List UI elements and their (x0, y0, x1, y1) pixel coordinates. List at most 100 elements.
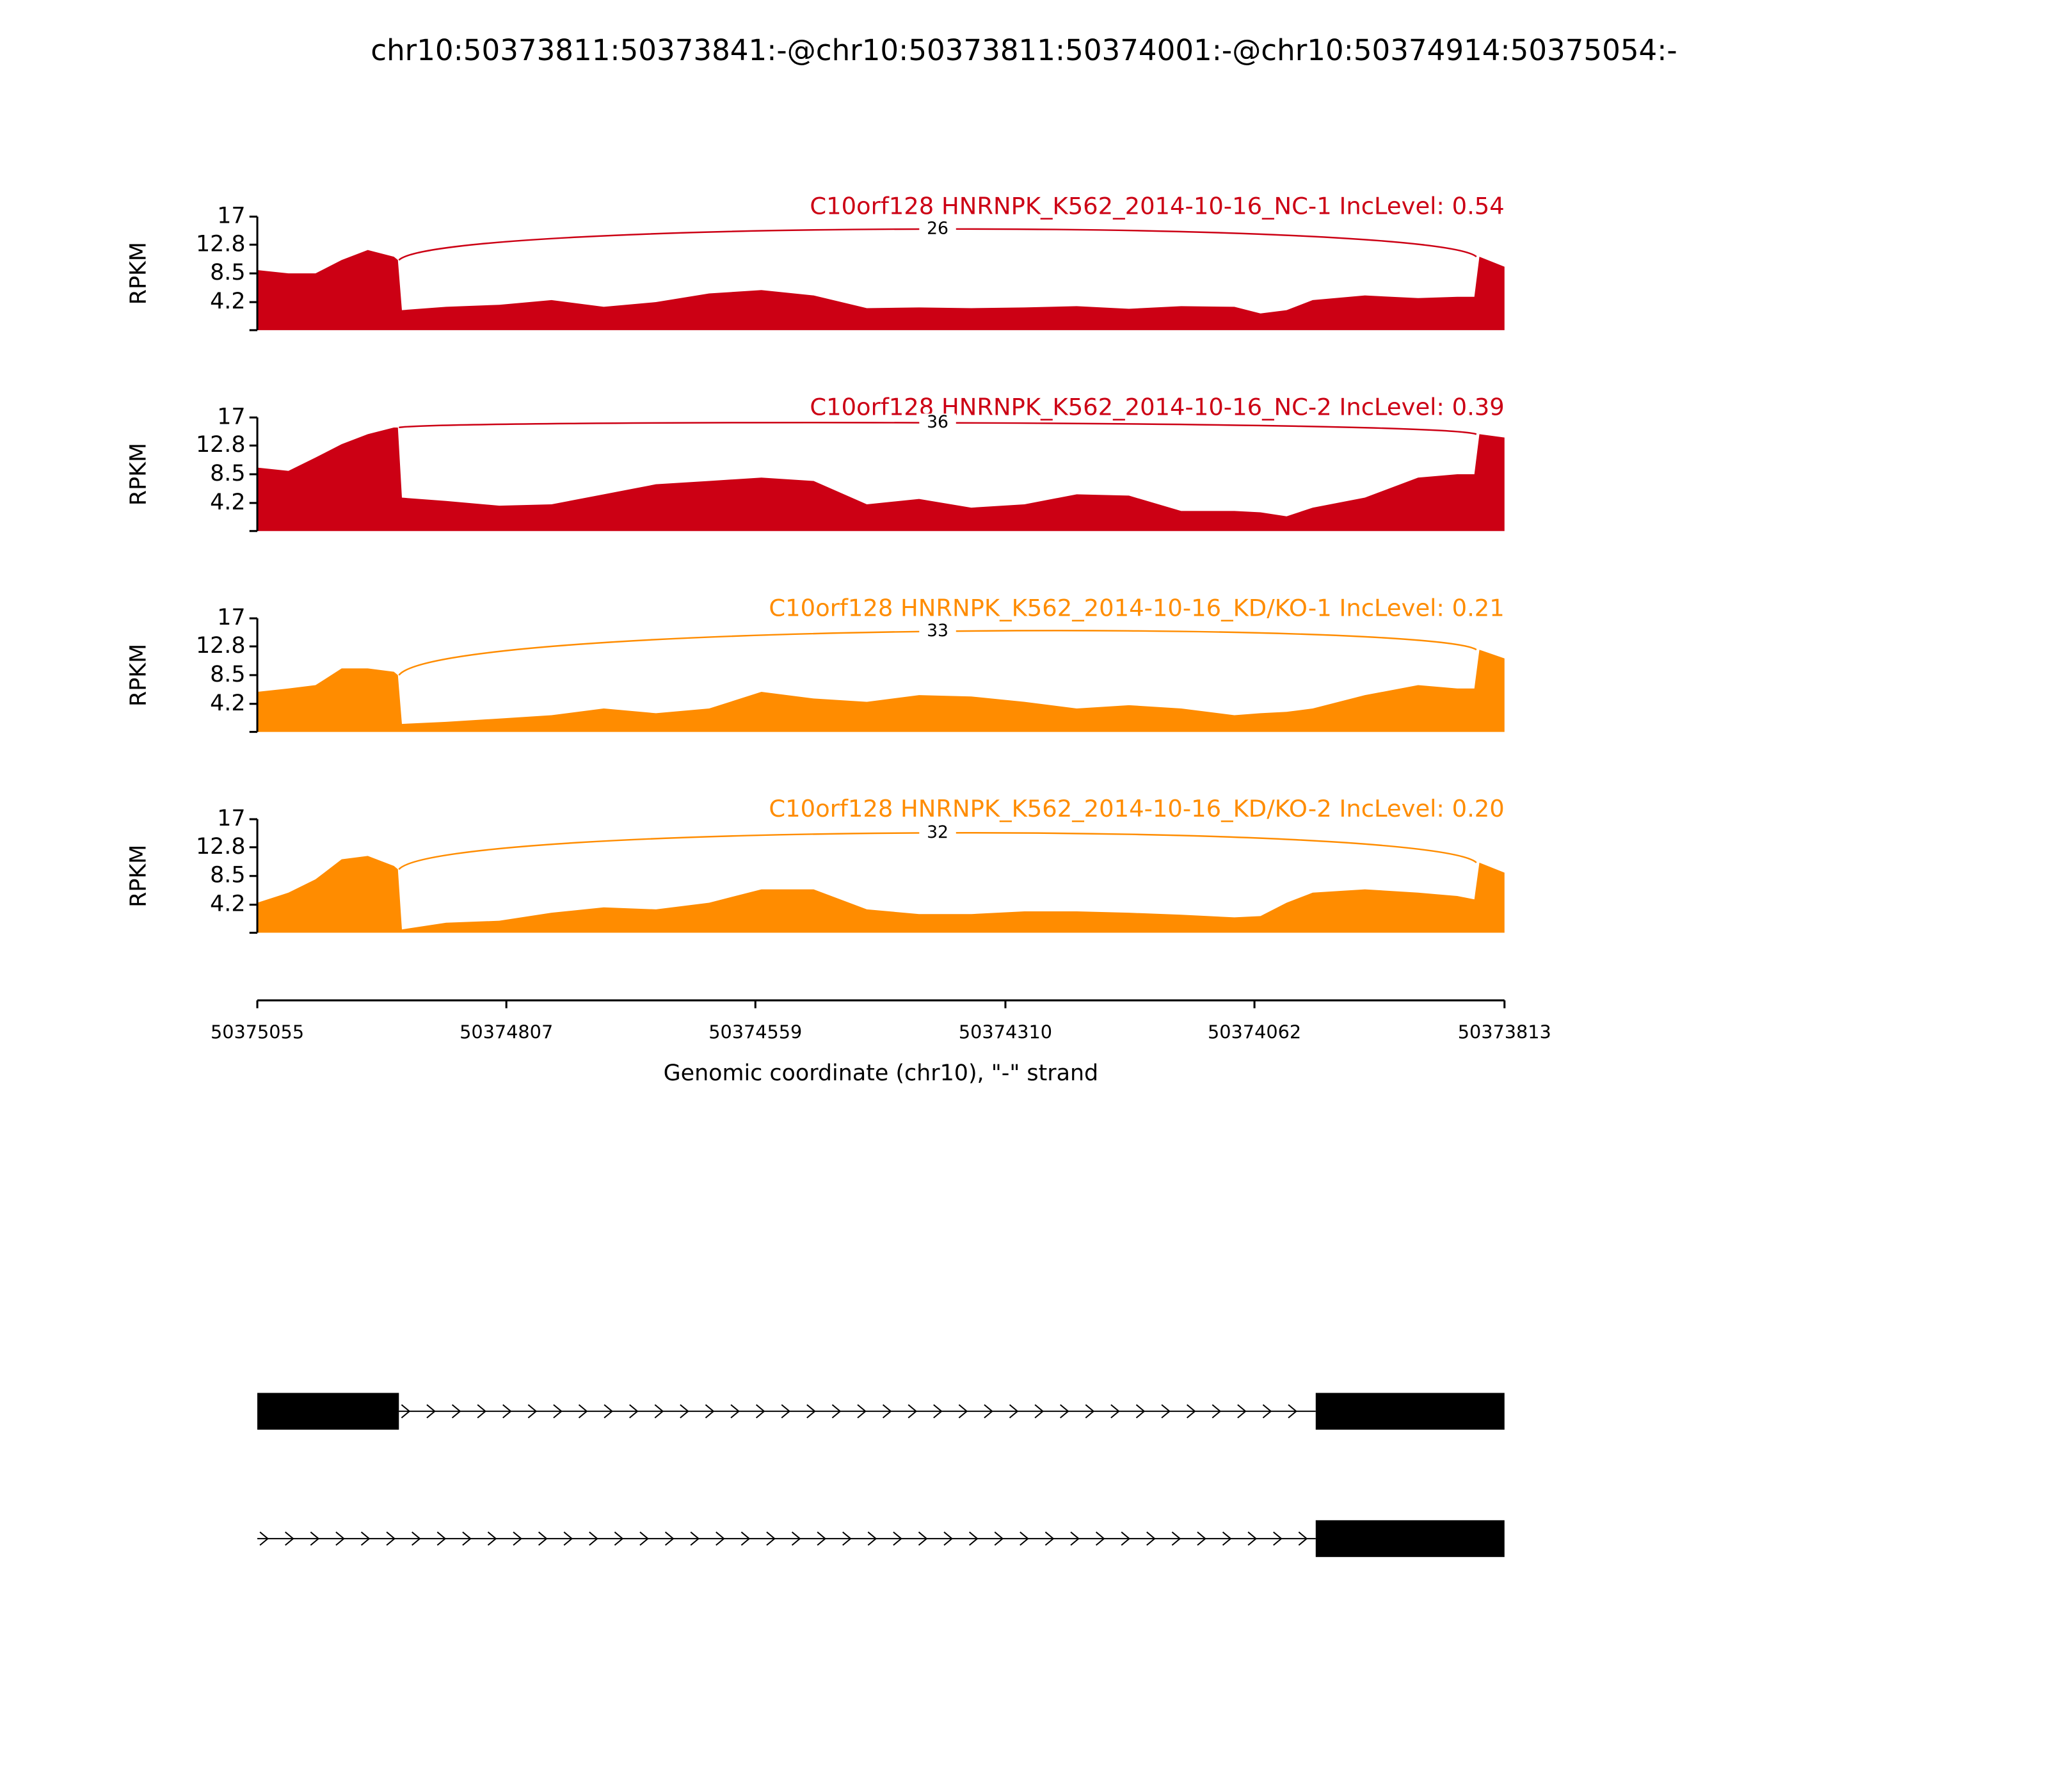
coverage-area (257, 427, 1505, 531)
x-tick-label: 50375055 (211, 1021, 304, 1043)
y-tick-label: 4.2 (210, 490, 245, 515)
junction-label-bg (919, 413, 956, 432)
strand-arrow (1171, 1532, 1181, 1546)
y-axis-label: RPKM (125, 845, 151, 908)
strand-arrow (436, 1532, 447, 1546)
strand-arrow (664, 1532, 675, 1546)
strand-arrow (969, 1532, 979, 1546)
strand-arrow (817, 1532, 827, 1546)
strand-arrow (412, 1532, 421, 1546)
y-tick-label: 4.2 (210, 691, 245, 716)
strand-arrow (578, 1404, 588, 1419)
strand-arrow (563, 1532, 573, 1546)
strand-arrow (791, 1532, 801, 1546)
junction-label: 33 (927, 621, 948, 641)
strand-arrow (908, 1404, 918, 1419)
strand-arrow (1197, 1532, 1206, 1546)
strand-arrow (629, 1404, 639, 1419)
junction-label-bg (919, 622, 956, 641)
strand-arrow (259, 1532, 269, 1546)
strand-arrow (755, 1404, 765, 1419)
strand-arrow (604, 1404, 614, 1419)
strand-arrow (705, 1404, 715, 1419)
strand-arrow (527, 1404, 538, 1419)
coverage-area (257, 856, 1505, 933)
x-tick-label: 50374310 (959, 1021, 1052, 1043)
strand-arrow (1095, 1532, 1105, 1546)
exon (257, 1393, 399, 1430)
strand-arrow (1135, 1404, 1146, 1419)
strand-arrow (1044, 1532, 1055, 1546)
y-tick-label: 17 (217, 203, 245, 228)
strand-arrow (781, 1404, 791, 1419)
strand-arrow (639, 1532, 649, 1546)
strand-arrow (1085, 1404, 1095, 1419)
junction-label: 36 (927, 412, 948, 432)
x-axis-label: Genomic coordinate (chr10), "-" strand (664, 1060, 1099, 1086)
strand-arrow (943, 1532, 953, 1546)
strand-arrow (285, 1532, 294, 1546)
strand-arrow (451, 1404, 461, 1419)
coverage-area (257, 250, 1505, 330)
strand-arrow (614, 1532, 624, 1546)
strand-arrow (1110, 1404, 1120, 1419)
y-tick-label: 8.5 (210, 461, 245, 486)
strand-arrow (867, 1532, 877, 1546)
y-tick-label: 17 (217, 605, 245, 630)
y-axis-label: RPKM (125, 644, 151, 707)
strand-arrow (401, 1404, 411, 1419)
junction-label: 32 (927, 822, 948, 842)
strand-arrow (538, 1532, 548, 1546)
strand-arrow (806, 1404, 816, 1419)
strand-arrow (1009, 1404, 1019, 1419)
strand-arrow (487, 1532, 497, 1546)
strand-arrow (1034, 1404, 1044, 1419)
strand-arrow (1070, 1532, 1080, 1546)
strand-arrow (654, 1404, 664, 1419)
y-tick-label: 12.8 (196, 231, 246, 257)
strand-arrow (766, 1532, 776, 1546)
strand-arrow (958, 1404, 968, 1419)
strand-arrow (730, 1404, 740, 1419)
strand-arrow (1237, 1404, 1247, 1419)
strand-arrow (918, 1532, 928, 1546)
series-title: C10orf128 HNRNPK_K562_2014-10-16_NC-1 In… (810, 193, 1504, 220)
strand-arrow (882, 1404, 892, 1419)
strand-arrow (1187, 1404, 1196, 1419)
strand-arrow (1212, 1404, 1222, 1419)
y-tick-label: 8.5 (210, 662, 245, 687)
series-title: C10orf128 HNRNPK_K562_2014-10-16_KD/KO-2… (769, 795, 1504, 822)
strand-arrow (893, 1532, 902, 1546)
strand-arrow (386, 1532, 396, 1546)
x-tick-label: 50374807 (460, 1021, 553, 1043)
strand-arrow (994, 1532, 1004, 1546)
strand-arrow (462, 1532, 472, 1546)
y-tick-label: 4.2 (210, 892, 245, 917)
strand-arrow (680, 1404, 689, 1419)
strand-arrow (589, 1532, 598, 1546)
y-tick-label: 12.8 (196, 432, 246, 458)
strand-arrow (831, 1404, 842, 1419)
strand-arrow (553, 1404, 563, 1419)
strand-arrow (690, 1532, 700, 1546)
strand-arrow (740, 1532, 751, 1546)
strand-arrow (513, 1532, 522, 1546)
strand-arrow (1222, 1532, 1232, 1546)
strand-arrow (477, 1404, 487, 1419)
strand-arrow (716, 1532, 725, 1546)
strand-arrow (857, 1404, 867, 1419)
strand-arrow (842, 1532, 852, 1546)
strand-arrow (1273, 1532, 1283, 1546)
y-axis-label: RPKM (125, 242, 151, 305)
series-title: C10orf128 HNRNPK_K562_2014-10-16_NC-2 In… (810, 393, 1504, 420)
x-tick-label: 50373813 (1458, 1021, 1551, 1043)
exon (1315, 1520, 1505, 1557)
y-axis-label: RPKM (125, 443, 151, 506)
coverage-area (257, 650, 1505, 732)
strand-arrow (984, 1404, 993, 1419)
strand-arrow (1288, 1404, 1297, 1419)
strand-arrow (426, 1404, 436, 1419)
series-title: C10orf128 HNRNPK_K562_2014-10-16_KD/KO-1… (769, 594, 1504, 621)
strand-arrow (1146, 1532, 1156, 1546)
y-tick-label: 12.8 (196, 633, 246, 659)
